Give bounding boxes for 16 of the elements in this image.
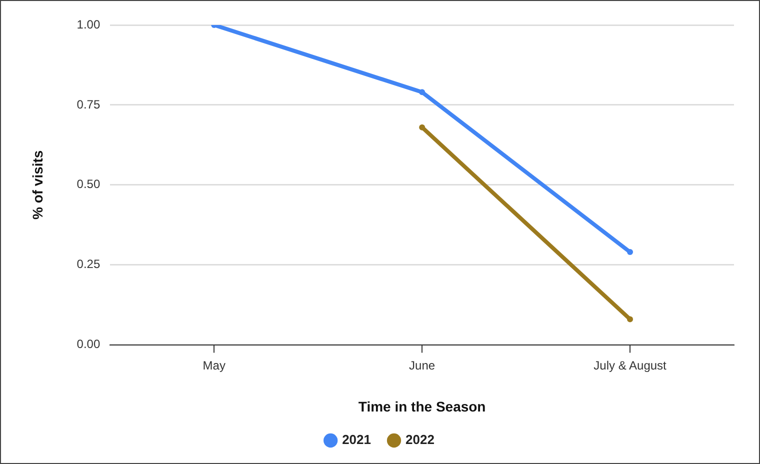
point: [627, 316, 634, 322]
y-tick-label: 0.50: [76, 177, 100, 192]
x-axis-title: Time in the Season: [358, 398, 486, 414]
x-tick-label: July & August: [594, 358, 668, 372]
legend-label: 2021: [342, 432, 371, 448]
legend-label: 2022: [406, 432, 434, 448]
point: [419, 89, 426, 96]
y-tick-label: 1.00: [76, 17, 100, 32]
y-axis-title: % of visits: [29, 150, 46, 220]
x-tick-label: May: [202, 358, 226, 372]
point: [419, 124, 426, 130]
y-tick-label: 0.00: [76, 337, 100, 352]
y-tick-label: 0.75: [76, 97, 100, 112]
x-tick-label: June: [409, 358, 436, 372]
point: [627, 249, 634, 256]
y-tick-label: 0.25: [76, 257, 100, 272]
